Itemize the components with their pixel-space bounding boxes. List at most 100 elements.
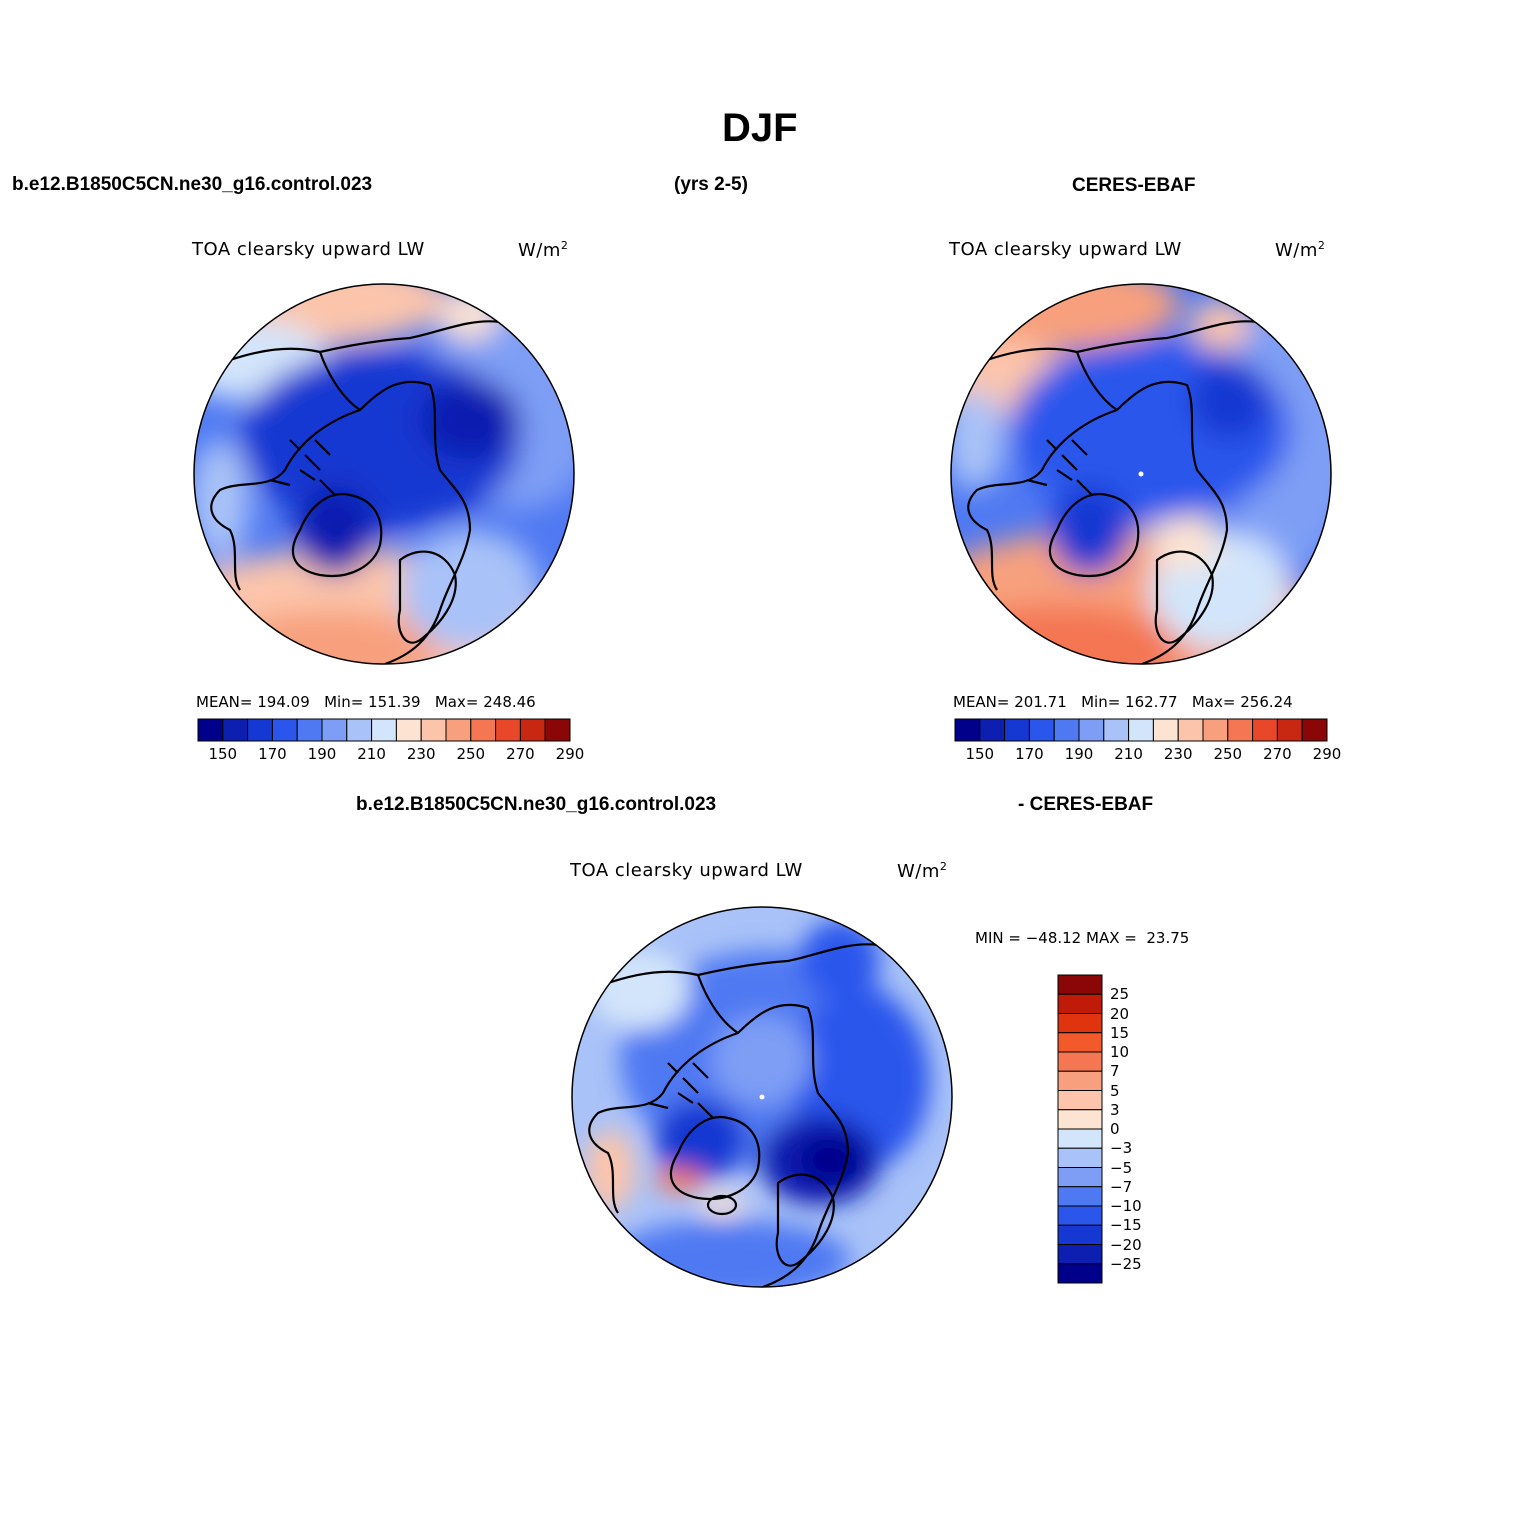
panel2-colorbar-swatch-2: [1004, 718, 1030, 742]
panel1-colorbar-tick-label: 210: [357, 745, 386, 763]
panel3-colorbar-tick-label: 15: [1110, 1023, 1130, 1042]
panel1-colorbar-swatch-8: [395, 718, 422, 742]
panel1-map-border: [193, 283, 575, 665]
panel2-colorbar-swatch-13: [1276, 718, 1303, 742]
panel2-coastlines: [967, 320, 1258, 664]
panel1-colorbar-swatch-11: [470, 718, 497, 742]
panel1-colorbar-tick-label: 170: [258, 745, 287, 763]
panel3-pole-marker: [759, 1094, 765, 1100]
panel3-colorbar-swatch-14: [1057, 1244, 1103, 1265]
panel2-pole-marker: [1138, 471, 1144, 477]
header-years: (yrs 2-5): [674, 174, 748, 195]
panel3-colorbar-tick-label: −25: [1110, 1254, 1142, 1273]
panel3-map-border: [571, 906, 953, 1288]
panel3-colorbar-swatch-7: [1057, 1109, 1103, 1130]
panel2-colorbar-swatch-11: [1227, 718, 1254, 742]
panel2-colorbar-swatch-9: [1177, 718, 1204, 742]
diff-header-right: - CERES-EBAF: [1018, 794, 1154, 815]
panel1-colorbar: [197, 718, 571, 742]
panel3-colorbar-tick-label: 0: [1110, 1120, 1120, 1138]
panel2-map-border: [950, 283, 1332, 665]
panel1-colorbar-swatch-3: [271, 718, 298, 742]
panel3-colorbar-tick-label: −10: [1110, 1197, 1142, 1215]
panel3-colorbar-swatch-11: [1057, 1186, 1103, 1207]
panel2-colorbar-swatch-3: [1028, 718, 1055, 742]
panel3-field-atlantic: [610, 1220, 850, 1287]
panel3-colorbar-swatch-3: [1057, 1032, 1103, 1053]
panel1-colorbar-swatch-5: [321, 718, 348, 742]
panel2-colorbar-swatch-5: [1078, 718, 1105, 742]
panel1-coastlines: [210, 320, 501, 664]
panel2-colorbar-swatch-0: [954, 718, 981, 742]
panel2-colorbar-swatch-12: [1252, 718, 1278, 742]
panel3-colorbar-tick-label: −20: [1110, 1235, 1142, 1254]
panel3-colorbar-tick-label: 3: [1110, 1100, 1120, 1119]
panel3-colorbar-ticks: 25 20 15 10 7 5 3 0 −3 −5 −7 −10 −15 −20 −25: [1110, 975, 1170, 1283]
panel3-colorbar-tick-label: 7: [1110, 1062, 1120, 1081]
panel1-colorbar-tick-label: 250: [456, 745, 486, 763]
panel2-colorbar-swatch-4: [1053, 718, 1080, 742]
panel2-variable-label: TOA clearsky upward LW: [949, 239, 1182, 260]
panel2-colorbar-tick-label: 150: [965, 745, 995, 763]
panel1-colorbar-swatch-10: [445, 718, 472, 742]
panel1-variable-label: TOA clearsky upward LW: [192, 239, 425, 260]
panel3-colorbar-tick-label: 25: [1110, 985, 1130, 1004]
header-left-case: b.e12.B1850C5CN.ne30_g16.control.023: [12, 174, 373, 195]
panel1-colorbar-swatch-12: [495, 718, 521, 742]
panel3-colorbar-swatch-5: [1057, 1070, 1103, 1091]
panel3-colorbar-swatch-6: [1057, 1090, 1103, 1111]
panel3-colorbar-tick-label: −7: [1110, 1177, 1133, 1196]
panel3-stats: MIN = −48.12 MAX = 23.75: [975, 929, 1190, 947]
panel1-colorbar-tick-label: 150: [208, 745, 238, 763]
panel1-colorbar-tick-label: 290: [555, 745, 585, 763]
panel3-field-barents-core: [800, 1135, 860, 1185]
panel1-colorbar-tick-label: 230: [406, 745, 436, 763]
panel3-colorbar-tick-label: 10: [1110, 1043, 1130, 1061]
panel3-colorbar-tick-label: 5: [1110, 1081, 1120, 1100]
panel2-colorbar-swatch-10: [1202, 718, 1229, 742]
panel3-colorbar-tick-label: −5: [1110, 1158, 1133, 1177]
panel2-colorbar-swatch-7: [1128, 718, 1154, 742]
panel2-colorbar-tick-label: 170: [1015, 745, 1044, 763]
panel2-colorbar-tick-label: 270: [1263, 745, 1292, 763]
panel3-colorbar-swatch-13: [1057, 1224, 1103, 1245]
panel1-field-siberia: [420, 380, 520, 460]
diff-header-left: b.e12.B1850C5CN.ne30_g16.control.023: [356, 794, 717, 815]
panel1-colorbar-swatch-13: [519, 718, 546, 742]
panel2-field-siberia: [1190, 360, 1270, 440]
panel3-field-greenland-warm: [655, 1168, 705, 1192]
panel3-colorbar-swatch-12: [1057, 1205, 1103, 1226]
panel1-colorbar-swatch-6: [346, 718, 373, 742]
panel3-variable-label: TOA clearsky upward LW: [570, 860, 803, 881]
panel1-field-west: [194, 440, 250, 560]
panel1-colorbar-swatch-4: [296, 718, 323, 742]
panel2-colorbar-swatch-8: [1152, 718, 1179, 742]
panel3-colorbar: [1057, 974, 1103, 1284]
panel3-colorbar-swatch-2: [1057, 1013, 1103, 1034]
panel3-colorbar-tick-label: −15: [1110, 1216, 1142, 1235]
panel1-stats: MEAN= 194.09 Min= 151.39 Max= 248.46: [196, 693, 536, 711]
panel1-colorbar-ticks: 150 170 190 210 230 250 270 290: [198, 745, 584, 765]
panel1-colorbar-swatch-2: [247, 718, 273, 742]
panel2-colorbar-swatch-1: [979, 718, 1006, 742]
panel1-colorbar-swatch-7: [371, 718, 397, 742]
panel3-coastlines: [588, 943, 879, 1287]
panel3-colorbar-swatch-15: [1057, 1263, 1103, 1284]
panel2-colorbar-tick-label: 190: [1064, 745, 1094, 763]
panel1-units: W/m2: [518, 239, 569, 261]
panel3-field-greenland: [655, 1100, 745, 1180]
panel1-colorbar-swatch-1: [222, 718, 249, 742]
panel1-colorbar-swatch-9: [420, 718, 447, 742]
main-title: DJF: [722, 106, 798, 150]
panel1-colorbar-tick-label: 270: [506, 745, 535, 763]
panel3-colorbar-tick-label: −3: [1110, 1139, 1133, 1158]
panel2-colorbar-swatch-6: [1103, 718, 1130, 742]
panel2-colorbar-tick-label: 250: [1213, 745, 1243, 763]
panel1-colorbar-swatch-14: [544, 718, 571, 742]
panel2-units: W/m2: [1275, 239, 1326, 261]
panel2-stats: MEAN= 201.71 Min= 162.77 Max= 256.24: [953, 693, 1293, 711]
panel3-field-sw-warm: [585, 1130, 635, 1210]
